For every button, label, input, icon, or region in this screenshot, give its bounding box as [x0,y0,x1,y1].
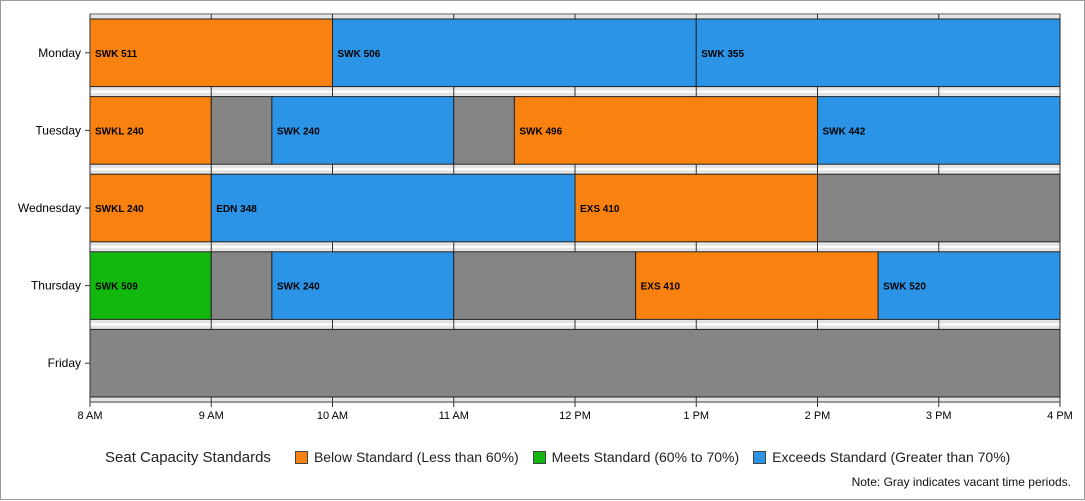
bar-label: SWK 509 [95,282,138,293]
bar-segment-vacant [453,96,515,165]
x-tick-label: 3 PM [926,410,952,422]
bar-label: SWK 355 [701,49,744,60]
bar-label: SWK 520 [883,282,926,293]
bar-segment-below [513,96,818,165]
bar-segment-exceeds [332,18,697,88]
legend-swatch-below [294,450,308,464]
legend-item-exceeds: Exceeds Standard (Greater than 70%) [753,449,1010,465]
legend-swatch-exceeds [753,450,767,464]
bar-segment-exceeds [695,18,1061,88]
bar-segment-below [635,251,879,320]
legend-swatch-meets [532,450,546,464]
bar-label: SWK 496 [519,126,562,137]
bar-segment-below [574,173,818,243]
x-tick-label: 1 PM [683,410,709,422]
y-tick-label: Wednesday [18,201,81,215]
bar-label: SWK 240 [277,126,320,137]
legend-label-meets: Meets Standard (60% to 70%) [551,449,740,465]
x-tick-label: 12 PM [559,410,591,422]
bar-segment-below [89,173,212,243]
bar-label: SWKL 240 [95,204,144,215]
bar-segment-vacant [210,96,273,165]
legend-item-below: Below Standard (Less than 60%) [294,449,519,465]
bar-segment-exceeds [271,251,455,320]
bar-segment-exceeds [817,96,1061,165]
bar-segment-below [89,96,212,165]
legend-label-below: Below Standard (Less than 60%) [313,449,519,465]
bar-label: SWK 240 [277,282,320,293]
bar-segment-meets [89,251,212,320]
x-tick-label: 11 AM [439,410,469,422]
bar-label: EXS 410 [641,282,681,293]
legend-label-exceeds: Exceeds Standard (Greater than 70%) [772,449,1011,465]
y-tick-label: Monday [38,46,81,60]
bar-label: SWK 511 [95,49,138,60]
bar-segment-vacant [89,328,1061,398]
x-tick-label: 9 AM [199,410,224,422]
y-tick-label: Friday [48,356,81,370]
x-tick-label: 10 AM [317,410,348,422]
legend: Seat Capacity Standards Below Standard (… [105,447,1024,467]
legend-item-meets: Meets Standard (60% to 70%) [532,449,740,465]
bar-segment-exceeds [271,96,455,165]
bar-segment-exceeds [210,173,576,243]
bar-label: SWKL 240 [95,126,144,137]
bar-label: SWK 506 [338,49,381,60]
y-tick-label: Thursday [31,279,81,293]
bar-segment-below [89,18,333,88]
x-tick-label: 2 PM [805,410,831,422]
bar-segment-exceeds [877,251,1061,320]
bar-label: EDN 348 [216,204,257,215]
legend-title: Seat Capacity Standards [105,448,271,466]
x-tick-label: 8 AM [77,410,102,422]
bar-label: SWK 442 [823,126,866,137]
bar-label: EXS 410 [580,204,620,215]
bar-segment-vacant [817,173,1061,243]
bar-segment-vacant [210,251,273,320]
bar-segment-vacant [453,251,637,320]
y-tick-label: Tuesday [35,123,81,137]
x-tick-label: 4 PM [1047,410,1073,422]
vacancy-note: Note: Gray indicates vacant time periods… [851,475,1071,489]
